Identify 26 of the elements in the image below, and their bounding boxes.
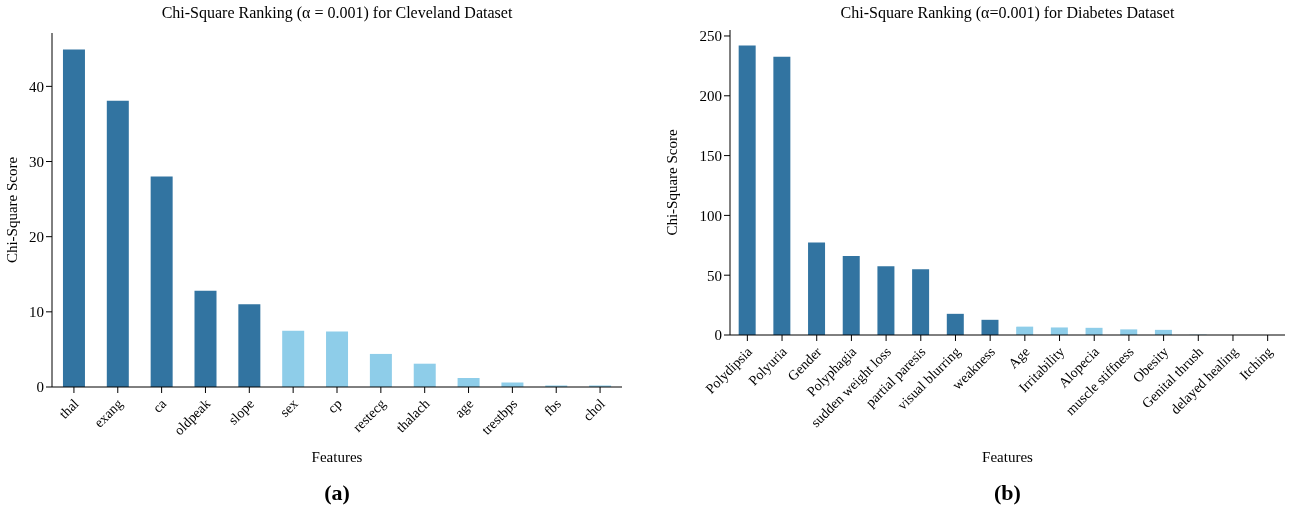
x-axis-title: Features	[311, 449, 363, 465]
y-tick-label: 0	[36, 379, 44, 396]
x-tick-label: chol	[580, 396, 608, 424]
y-tick-label: 250	[699, 28, 722, 45]
y-tick-label: 150	[699, 147, 722, 164]
y-tick-label: 40	[29, 78, 44, 95]
x-tick-label: thal	[56, 396, 82, 422]
y-tick-label: 200	[699, 88, 722, 105]
x-axis-title: Features	[982, 449, 1034, 465]
chart-title: Chi-Square Ranking (α = 0.001) for Cleveland Dataset	[160, 4, 514, 22]
x-tick-label: cp	[324, 396, 345, 417]
text: (b)	[993, 480, 1022, 506]
x-tick-label: age	[451, 396, 477, 421]
x-tick-label: ca	[149, 395, 170, 416]
y-tick-label: 50	[707, 267, 722, 284]
y-tick-label: 30	[29, 153, 44, 170]
y-tick-label: 10	[29, 304, 44, 321]
x-tick-label: sex	[277, 396, 301, 420]
y-tick-label: 100	[699, 207, 722, 224]
chart-title: Chi-Square Ranking (α=0.001) for Diabetes Dataset	[839, 4, 1176, 22]
y-axis-title: Chi-Square Score	[664, 129, 681, 236]
y-tick-label: 20	[29, 229, 44, 246]
y-tick-label: 0	[714, 327, 722, 344]
text: (a)	[323, 480, 351, 506]
x-tick-label: fbs	[541, 396, 565, 419]
y-axis-title: Chi-Square Score	[4, 156, 21, 264]
